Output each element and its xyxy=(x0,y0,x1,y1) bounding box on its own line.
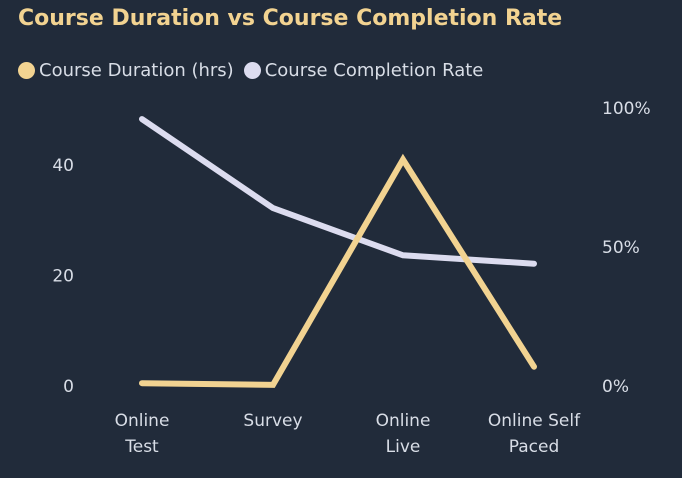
legend-swatch-duration xyxy=(18,62,35,79)
duration-series-line[interactable] xyxy=(139,153,537,388)
left-axis-tick-label: 0 xyxy=(63,377,74,397)
completion-rate-point[interactable] xyxy=(270,205,276,211)
x-axis-category-label: Survey xyxy=(243,411,302,431)
legend-label-duration: Course Duration (hrs) xyxy=(39,60,234,81)
left-axis-tick-label: 40 xyxy=(52,156,74,176)
left-y-axis: 0 20 40 xyxy=(52,156,74,397)
x-axis: Online Test Survey Online Live Online Self Pac… xyxy=(115,411,582,457)
right-axis-tick-label: 100% xyxy=(602,99,651,119)
right-axis-tick-label: 0% xyxy=(602,377,629,397)
duration-point[interactable] xyxy=(139,380,145,386)
legend-label-completion: Course Completion Rate xyxy=(264,60,484,81)
chart-legend: Course Duration (hrs) Course Completion … xyxy=(18,60,493,81)
right-axis-tick-label: 50% xyxy=(602,238,640,258)
legend-item-duration[interactable]: Course Duration (hrs) xyxy=(18,60,234,81)
chart-title: Course Duration vs Course Completion Rat… xyxy=(18,6,563,31)
completion-rate-series-line[interactable] xyxy=(139,116,537,267)
series-lines xyxy=(139,116,537,388)
x-axis-category-label: Online Self Paced xyxy=(488,411,581,457)
completion-rate-point[interactable] xyxy=(531,261,537,267)
completion-rate-point[interactable] xyxy=(139,116,145,122)
completion-rate-point[interactable] xyxy=(400,252,406,258)
duration-point[interactable] xyxy=(400,156,406,162)
duration-point[interactable] xyxy=(270,382,276,388)
legend-swatch-completion xyxy=(243,62,261,79)
x-axis-category-label: Online Live xyxy=(376,411,431,457)
duration-point[interactable] xyxy=(531,364,537,370)
left-axis-tick-label: 20 xyxy=(52,267,74,287)
right-y-axis: 0% 50% 100% xyxy=(602,99,651,397)
x-axis-category-label: Online Test xyxy=(115,411,170,457)
legend-item-completion[interactable]: Course Completion Rate xyxy=(243,60,484,81)
